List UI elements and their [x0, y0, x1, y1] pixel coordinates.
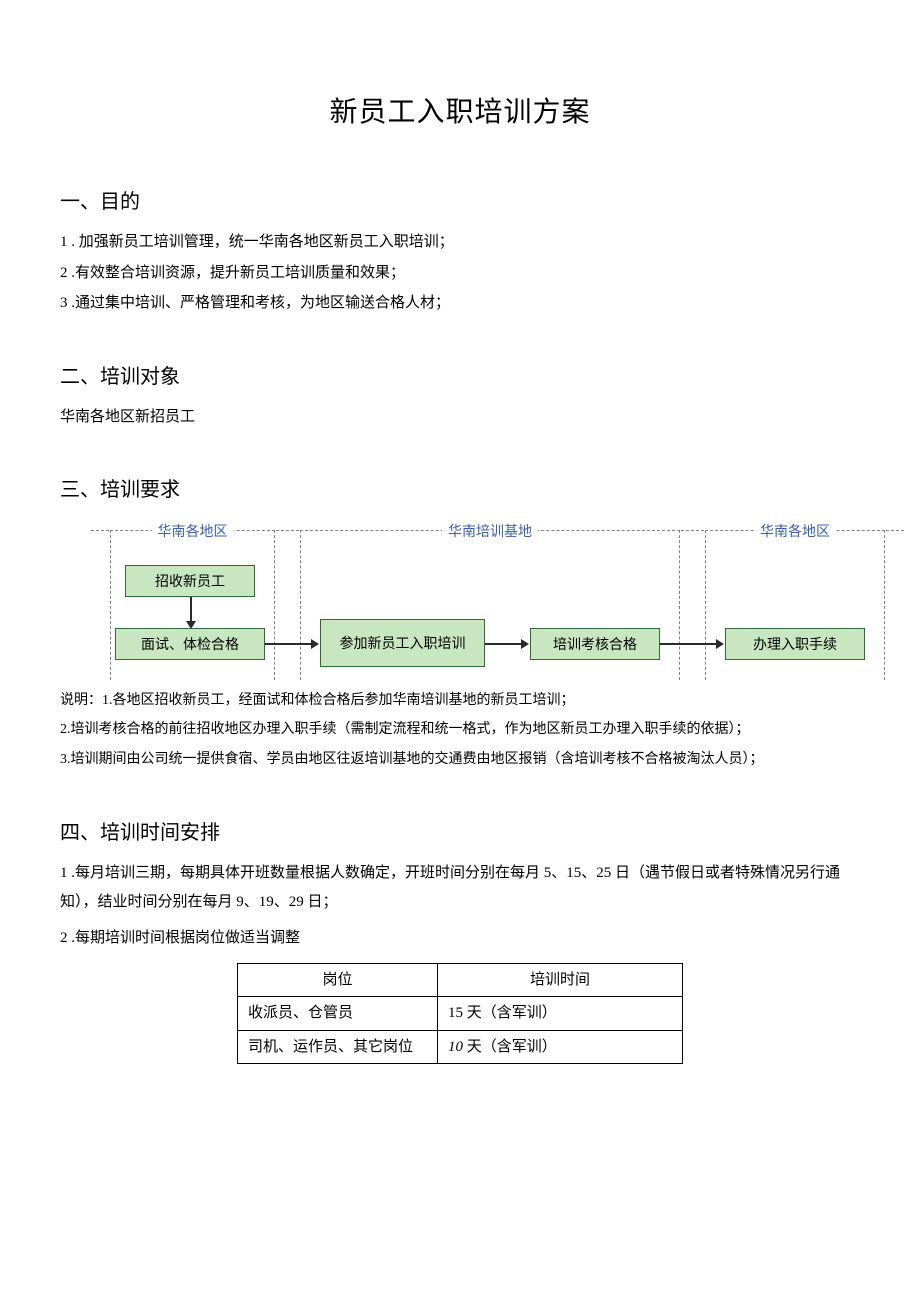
table-cell-pos-2: 司机、运作员、其它岗位 [238, 1030, 438, 1064]
flow-note-1: 说明：1.各地区招收新员工，经面试和体检合格后参加华南培训基地的新员工培训； [60, 686, 860, 715]
flow-region-3-label: 华南各地区 [754, 521, 836, 541]
flow-box-recruit: 招收新员工 [125, 565, 255, 597]
flow-region-2-label: 华南培训基地 [442, 521, 538, 541]
dur-num-1: 15 [448, 1005, 463, 1021]
dur-num-2: 10 [448, 1039, 463, 1055]
document-title: 新员工入职培训方案 [60, 90, 860, 130]
s2-body: 华南各地区新招员工 [60, 403, 860, 432]
table-header-duration: 培训时间 [438, 963, 683, 997]
flow-box-training: 参加新员工入职培训 [320, 619, 485, 667]
dur-rest-1: 天（含军训） [463, 1005, 557, 1021]
flowchart: 华南各地区 华南培训基地 华南各地区 招收新员工 面试、体检合格 参加新员工入职… [90, 520, 890, 680]
table-header-row: 岗位 培训时间 [238, 963, 683, 997]
section-2-heading: 二、培训对象 [60, 360, 860, 389]
dur-rest-2: 天（含军训） [463, 1039, 557, 1055]
table-row: 收派员、仓管员 15 天（含军训） [238, 997, 683, 1031]
section-4-heading: 四、培训时间安排 [60, 816, 860, 845]
table-cell-pos-1: 收派员、仓管员 [238, 997, 438, 1031]
section-1-heading: 一、目的 [60, 185, 860, 214]
page: 新员工入职培训方案 一、目的 1 . 加强新员工培训管理，统一华南各地区新员工入… [0, 0, 920, 1301]
flow-note-2: 2.培训考核合格的前往招收地区办理入职手续（需制定流程和统一格式，作为地区新员工… [60, 715, 860, 744]
s4-item-1: 1 .每月培训三期，每期具体开班数量根据人数确定，开班时间分别在每月 5、15、… [60, 859, 860, 916]
flow-arrow-right-2 [485, 643, 523, 645]
table-header-position: 岗位 [238, 963, 438, 997]
schedule-table: 岗位 培训时间 收派员、仓管员 15 天（含军训） 司机、运作员、其它岗位 10… [237, 963, 683, 1065]
flow-box-interview: 面试、体检合格 [115, 628, 265, 660]
flow-note-3: 3.培训期间由公司统一提供食宿、学员由地区往返培训基地的交通费由地区报销（含培训… [60, 745, 860, 774]
table-row: 司机、运作员、其它岗位 10 天（含军训） [238, 1030, 683, 1064]
flow-box-onboard: 办理入职手续 [725, 628, 865, 660]
s4-item-2: 2 .每期培训时间根据岗位做适当调整 [60, 924, 860, 953]
table-cell-dur-2: 10 天（含军训） [438, 1030, 683, 1064]
flow-box-assess: 培训考核合格 [530, 628, 660, 660]
flow-arrow-right-3 [660, 643, 718, 645]
s1-item-3: 3 .通过集中培训、严格管理和考核，为地区输送合格人材； [60, 289, 860, 318]
s1-item-1: 1 . 加强新员工培训管理，统一华南各地区新员工入职培训； [60, 228, 860, 257]
flow-region-1-label: 华南各地区 [152, 521, 234, 541]
flow-arrow-right-1 [265, 643, 313, 645]
table-cell-dur-1: 15 天（含军训） [438, 997, 683, 1031]
section-3-heading: 三、培训要求 [60, 473, 860, 502]
flow-arrow-down-1 [190, 597, 192, 623]
flow-notes: 说明：1.各地区招收新员工，经面试和体检合格后参加华南培训基地的新员工培训； 2… [60, 686, 860, 774]
s1-item-2: 2 .有效整合培训资源，提升新员工培训质量和效果； [60, 259, 860, 288]
